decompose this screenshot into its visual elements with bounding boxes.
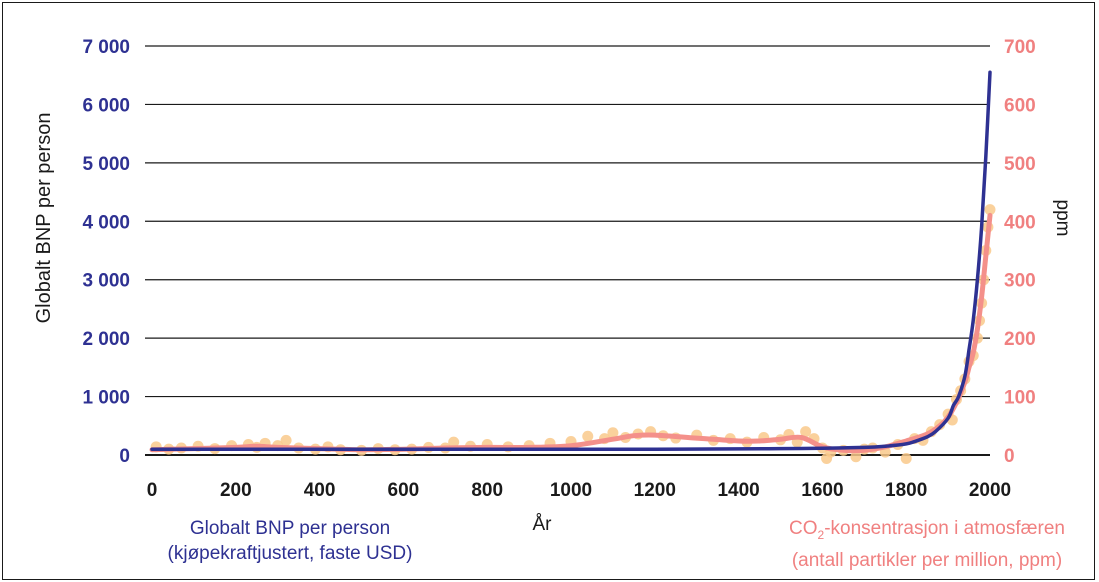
- x-tick-label: 1000: [550, 480, 592, 501]
- right-axis-ticks: 0 100 200 300 400 500 600 700: [1004, 37, 1036, 467]
- co2-scatter-point: [607, 427, 619, 439]
- x-axis-ticks: 0 200 400 600 800 1000 1200 1400 1600 1800 2000: [147, 480, 1011, 501]
- left-axis-label: Globalt BNP per person: [33, 113, 55, 324]
- x-tick-label: 800: [471, 480, 503, 501]
- left-axis-ticks: 0 1 000 2 000 3 000 4 000 5 000 6 000 7 000: [82, 37, 130, 467]
- co2-scatter-point: [280, 434, 292, 446]
- co2-line: [149, 212, 993, 454]
- gdp-legend-line1: Globalt BNP per person: [189, 518, 391, 539]
- left-tick-label: 3 000: [82, 271, 130, 292]
- co2-legend-pre: CO: [789, 518, 818, 539]
- x-tick-label: 1600: [801, 480, 843, 501]
- right-tick-label: 100: [1004, 388, 1036, 409]
- x-tick-label: 1800: [885, 480, 927, 501]
- x-tick-label: 1400: [717, 480, 759, 501]
- co2-scatter-point: [800, 426, 812, 438]
- right-tick-label: 0: [1004, 446, 1015, 467]
- left-tick-label: 4 000: [82, 212, 130, 233]
- co2-scatter-point: [900, 453, 912, 465]
- left-tick-label: 0: [119, 446, 130, 467]
- co2-legend-sub: 2: [817, 527, 825, 542]
- x-tick-label: 2000: [969, 480, 1011, 501]
- co2-legend-line1: CO2-konsentrasjon i atmosfæren: [762, 516, 1092, 548]
- gdp-legend-line2: (kjøpekraftjustert, faste USD): [167, 543, 413, 564]
- x-axis-label: År: [533, 514, 553, 535]
- right-axis-label: ppm: [1052, 200, 1073, 237]
- x-tick-label: 0: [147, 480, 158, 501]
- right-tick-label: 200: [1004, 329, 1036, 350]
- left-tick-label: 6 000: [82, 95, 130, 116]
- x-tick-label: 1200: [634, 480, 676, 501]
- right-tick-label: 400: [1004, 212, 1036, 233]
- left-tick-label: 2 000: [82, 329, 130, 350]
- left-tick-label: 7 000: [82, 37, 130, 58]
- gdp-line-series: [150, 70, 992, 451]
- x-tick-label: 400: [304, 480, 336, 501]
- co2-legend-post: -konsentrasjon i atmosfæren: [824, 518, 1065, 539]
- right-tick-label: 500: [1004, 154, 1036, 175]
- right-tick-label: 600: [1004, 95, 1036, 116]
- left-tick-label: 5 000: [82, 154, 130, 175]
- co2-scatter-point: [448, 436, 460, 448]
- gdp-legend: Globalt BNP per person (kjøpekraftjuster…: [130, 516, 450, 566]
- co2-scatter-point: [984, 204, 996, 216]
- co2-scatter-point: [582, 430, 594, 442]
- x-tick-label: 200: [220, 480, 252, 501]
- gdp-line: [150, 70, 992, 451]
- grid-lines: [145, 45, 990, 456]
- co2-line-series: [149, 212, 993, 454]
- x-tick-label: 600: [388, 480, 420, 501]
- left-tick-label: 1 000: [82, 388, 130, 409]
- co2-legend-line2: (antall partikler per million, ppm): [791, 549, 1063, 571]
- co2-legend: CO2-konsentrasjon i atmosfæren (antall p…: [762, 516, 1092, 573]
- right-tick-label: 700: [1004, 37, 1036, 58]
- co2-scatter-points: [150, 204, 996, 465]
- co2-scatter-point: [850, 451, 862, 463]
- right-tick-label: 300: [1004, 271, 1036, 292]
